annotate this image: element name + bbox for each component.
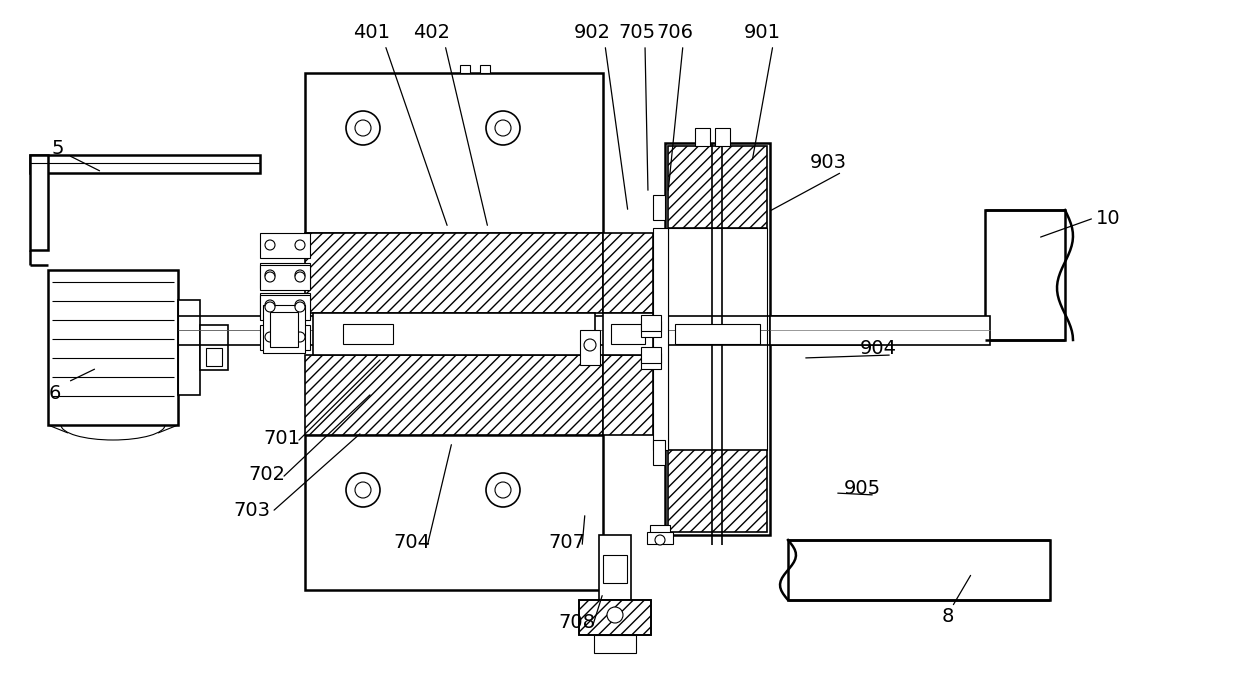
Circle shape	[265, 240, 275, 250]
Circle shape	[295, 332, 305, 342]
Bar	[641, 353, 661, 369]
Text: 702: 702	[248, 464, 285, 484]
Circle shape	[265, 300, 275, 310]
Bar	[603, 555, 627, 583]
Circle shape	[608, 607, 622, 623]
Text: 705: 705	[619, 23, 656, 41]
Circle shape	[265, 272, 275, 282]
Bar	[305, 435, 603, 590]
Bar	[460, 65, 470, 73]
Circle shape	[495, 120, 511, 136]
Circle shape	[486, 473, 520, 507]
Bar	[305, 73, 603, 233]
Circle shape	[495, 482, 511, 498]
Text: 401: 401	[353, 23, 391, 41]
Bar	[312, 313, 595, 355]
Bar	[985, 210, 1065, 340]
Text: 10: 10	[1096, 208, 1120, 227]
Text: 905: 905	[843, 479, 880, 497]
Bar	[260, 293, 310, 318]
Text: 704: 704	[393, 534, 430, 552]
Bar	[715, 128, 730, 146]
Text: 6: 6	[48, 383, 61, 403]
Circle shape	[295, 272, 305, 282]
Bar	[668, 450, 768, 532]
Circle shape	[295, 240, 305, 250]
Bar	[650, 525, 670, 533]
Text: 8: 8	[942, 607, 955, 627]
Circle shape	[265, 302, 275, 312]
Bar	[665, 143, 770, 535]
Bar	[603, 355, 653, 435]
Bar	[641, 347, 661, 363]
Circle shape	[265, 332, 275, 342]
Circle shape	[295, 300, 305, 310]
Bar	[611, 324, 645, 344]
Text: 901: 901	[744, 23, 780, 41]
Bar	[603, 313, 653, 355]
Text: 904: 904	[859, 339, 897, 357]
Bar	[641, 321, 661, 337]
Circle shape	[655, 535, 665, 545]
Bar	[594, 635, 636, 653]
Circle shape	[295, 302, 305, 312]
Bar	[260, 295, 310, 320]
Circle shape	[355, 482, 371, 498]
Bar	[653, 440, 665, 465]
Bar	[647, 532, 673, 544]
Text: 703: 703	[233, 501, 270, 519]
Text: 707: 707	[548, 534, 585, 552]
Text: 903: 903	[810, 153, 847, 172]
Circle shape	[486, 111, 520, 145]
Bar	[579, 600, 651, 635]
Bar	[599, 535, 631, 600]
Bar	[694, 128, 711, 146]
Bar	[641, 315, 661, 331]
Bar	[305, 233, 603, 313]
Bar	[603, 233, 653, 313]
Circle shape	[265, 270, 275, 280]
Circle shape	[346, 111, 379, 145]
Bar	[30, 155, 48, 250]
Bar	[260, 263, 310, 288]
Text: 902: 902	[573, 23, 610, 41]
Bar	[580, 330, 600, 365]
Bar	[179, 300, 200, 395]
Circle shape	[355, 120, 371, 136]
Bar	[270, 312, 298, 347]
Bar	[653, 195, 665, 220]
Bar	[343, 324, 393, 344]
Bar	[579, 600, 651, 635]
Text: 5: 5	[52, 139, 64, 157]
Bar	[770, 316, 990, 345]
Bar	[260, 265, 310, 290]
Bar	[305, 355, 603, 435]
Text: 402: 402	[413, 23, 450, 41]
Bar	[260, 325, 310, 350]
Bar	[200, 325, 228, 370]
Bar	[206, 348, 222, 366]
Bar	[30, 155, 260, 173]
Circle shape	[584, 339, 596, 351]
Bar	[480, 65, 490, 73]
Bar	[260, 233, 310, 258]
Bar	[787, 540, 1050, 600]
Bar	[653, 228, 668, 450]
Text: 701: 701	[263, 429, 300, 447]
Bar	[668, 228, 768, 450]
Bar	[668, 146, 768, 228]
Text: 706: 706	[656, 23, 693, 41]
Bar	[48, 270, 179, 425]
Circle shape	[295, 270, 305, 280]
Bar	[675, 324, 760, 344]
Circle shape	[346, 473, 379, 507]
Text: 708: 708	[558, 613, 595, 631]
Bar	[263, 305, 305, 353]
